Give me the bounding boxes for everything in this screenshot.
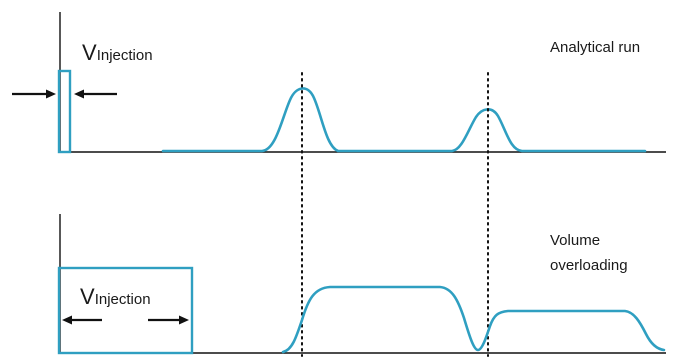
bottom-panel-title-line1: Volume [550,232,600,249]
top-panel-title: Analytical run [550,39,640,56]
top-injection-arrows [12,89,117,99]
bottom-injection-box [57,266,194,355]
bottom-panel-title-line2: overloading [550,257,628,274]
bottom-panel: VInjection Volume overloading [57,214,666,355]
top-injection-box [57,69,72,154]
bottom-injection-arrows [62,315,189,325]
top-panel: VInjection Analytical run [12,12,666,154]
top-injection-label: VInjection [82,40,153,65]
bottom-injection-label: VInjection [80,284,151,309]
analytical-run-trace [161,87,647,153]
volume-overloading-trace [281,285,666,354]
